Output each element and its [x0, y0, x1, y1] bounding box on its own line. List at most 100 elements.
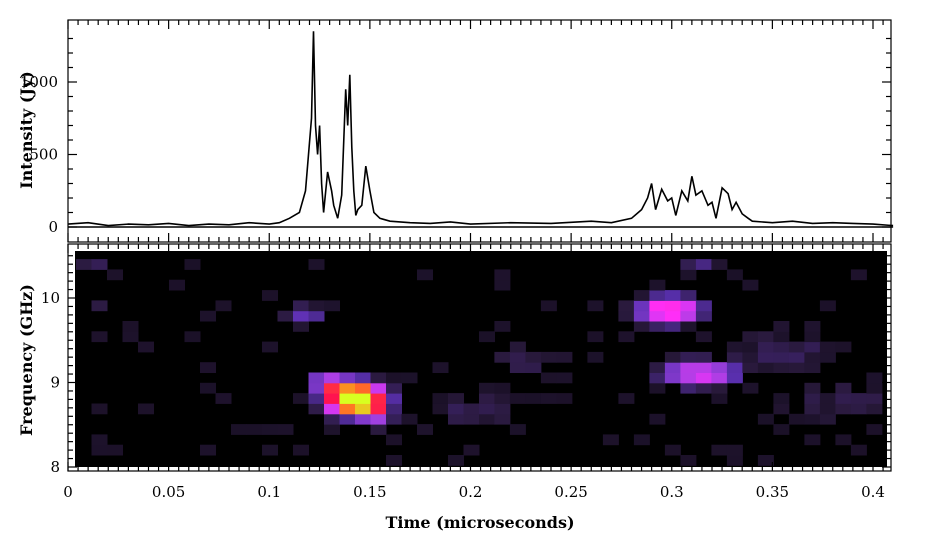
heatmap-cell: [819, 413, 836, 425]
heatmap-cell: [664, 444, 681, 456]
heatmap-cell: [463, 413, 480, 425]
heatmap-cell: [200, 362, 216, 373]
heatmap-cell: [91, 403, 108, 415]
heatmap-cell: [726, 372, 743, 384]
heatmap-cell: [370, 393, 387, 404]
heatmap-cell: [633, 321, 650, 332]
heatmap-cell: [107, 444, 123, 456]
heatmap-cell: [649, 372, 666, 384]
frequency-axis-title: Frequency (GHz): [17, 284, 36, 436]
heatmap-cell: [804, 351, 821, 363]
heatmap-cell: [618, 331, 635, 343]
intensity-plot-frame: [67, 19, 892, 243]
heatmap-cell: [525, 362, 542, 373]
heatmap-cell: [184, 259, 201, 270]
heatmap-cell: [742, 382, 759, 394]
heatmap-cell: [649, 321, 666, 332]
heatmap-cell: [819, 393, 836, 404]
heatmap-cell: [773, 393, 790, 404]
heatmap-cell: [215, 300, 232, 312]
heatmap-cell: [370, 413, 387, 425]
heatmap-cell: [432, 403, 449, 415]
heatmap-cell: [308, 310, 325, 322]
heatmap-cell: [386, 434, 402, 446]
heatmap-cell: [742, 279, 759, 291]
heatmap-cell: [324, 372, 340, 384]
heatmap-cell: [556, 393, 573, 404]
heatmap-cell: [757, 362, 774, 373]
heatmap-cell: [711, 393, 728, 404]
heatmap-cell: [200, 444, 216, 456]
heatmap-cell: [91, 331, 108, 343]
heatmap-cell: [850, 269, 867, 281]
heatmap-cell: [819, 351, 836, 363]
heatmap-cell: [850, 403, 867, 415]
heatmap-cell: [618, 310, 635, 322]
heatmap-cell: [649, 382, 666, 394]
heatmap-cell: [91, 300, 108, 312]
heatmap-cell: [726, 455, 743, 466]
heatmap-cell: [308, 393, 325, 404]
heatmap-cell: [308, 372, 325, 384]
heatmap-cell: [680, 290, 697, 301]
heatmap-cell: [819, 403, 836, 415]
heatmap-cell: [432, 393, 449, 404]
heatmap-cell: [695, 300, 712, 312]
heatmap-cell: [540, 393, 557, 404]
heatmap-cell: [649, 279, 666, 291]
time-tick-label: 0.3: [660, 483, 684, 501]
heatmap-cell: [448, 413, 464, 425]
heatmap-cell: [355, 372, 371, 384]
heatmap-cell: [804, 321, 821, 332]
heatmap-cell: [788, 362, 805, 373]
heatmap-cell: [494, 351, 511, 363]
heatmap-cell: [540, 300, 557, 312]
heatmap-cell: [711, 444, 728, 456]
heatmap-cell: [494, 403, 511, 415]
heatmap-cell: [680, 321, 697, 332]
heatmap-cell: [680, 455, 697, 466]
heatmap-cell: [757, 351, 774, 363]
heatmap-cell: [773, 424, 790, 435]
heatmap-cell: [76, 259, 92, 270]
heatmap-cell: [463, 444, 480, 456]
heatmap-cell: [680, 351, 697, 363]
heatmap-cell: [680, 269, 697, 281]
intensity-y-tick-label: 500: [29, 146, 58, 164]
heatmap-cell: [649, 310, 666, 322]
time-tick-label: 0.05: [152, 483, 185, 501]
heatmap-cell: [308, 259, 325, 270]
heatmap-cell: [262, 341, 278, 353]
intensity-y-tick-labels: 0 500 1000: [20, 73, 58, 236]
heatmap-cell: [556, 372, 573, 384]
heatmap-cell: [308, 300, 325, 312]
heatmap-cell: [169, 279, 185, 291]
heatmap-cell: [695, 331, 712, 343]
heatmap-cell: [370, 424, 387, 435]
heatmap-cell: [664, 300, 681, 312]
heatmap-cell: [386, 413, 402, 425]
heatmap-cell: [804, 362, 821, 373]
heatmap-cell: [494, 269, 511, 281]
heatmap-cell: [695, 362, 712, 373]
heatmap-cell: [664, 321, 681, 332]
heatmap-cell: [633, 290, 650, 301]
heatmap-cell: [355, 393, 371, 404]
heatmap-cell: [866, 403, 883, 415]
heatmap-cell: [757, 341, 774, 353]
spectrum-panel: 0 0.05 0.1 0.15 0.2 0.25 0.3 0.35 0.4 8 …: [17, 243, 892, 532]
heatmap-cell: [386, 382, 402, 394]
heatmap-cell: [773, 403, 790, 415]
heatmap-cell: [324, 382, 340, 394]
heatmap-cell: [633, 310, 650, 322]
time-tick-label: 0.15: [353, 483, 386, 501]
heatmap-cell: [726, 444, 743, 456]
heatmap-cell: [757, 455, 774, 466]
time-tick-label: 0.35: [756, 483, 789, 501]
heatmap-cell: [866, 372, 883, 384]
heatmap-cell: [649, 362, 666, 373]
intensity-y-tick-label: 1000: [20, 73, 58, 91]
heatmap-cell: [649, 300, 666, 312]
heatmap-cell: [91, 434, 108, 446]
heatmap-cell: [262, 290, 278, 301]
